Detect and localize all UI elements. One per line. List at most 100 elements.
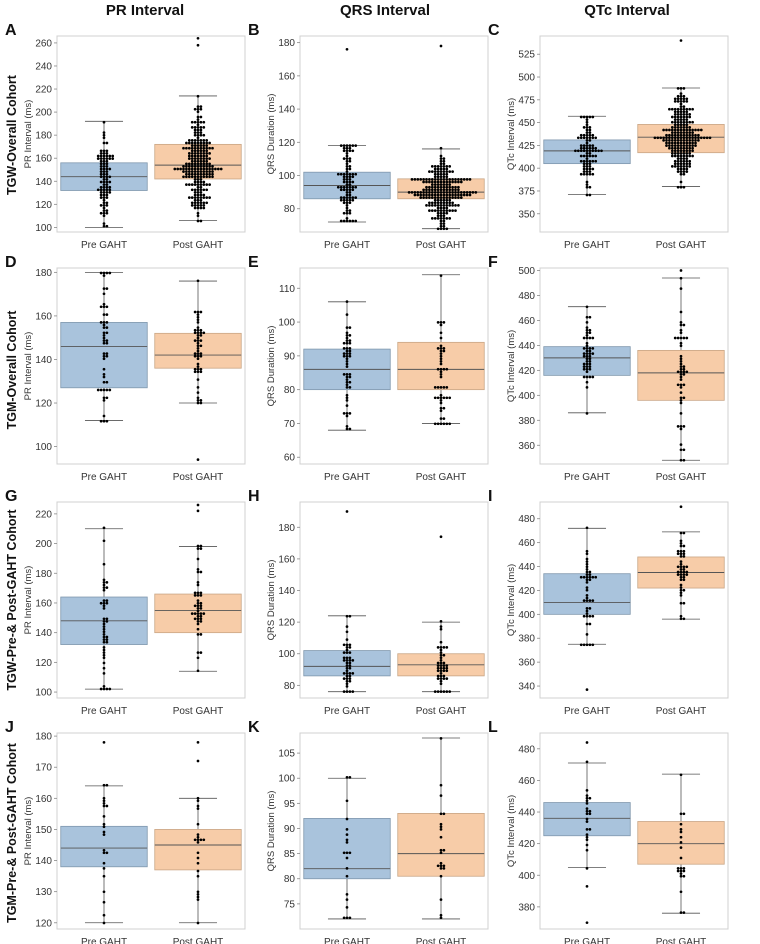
- data-point: [442, 167, 446, 171]
- data-point: [199, 105, 203, 108]
- data-point: [190, 204, 194, 207]
- data-point: [685, 336, 689, 340]
- data-point: [439, 783, 443, 787]
- data-point: [439, 217, 443, 220]
- data-point: [585, 336, 589, 340]
- data-point: [679, 601, 683, 605]
- y-tick-label: 140: [278, 586, 295, 597]
- data-point: [594, 146, 598, 150]
- data-point: [691, 136, 694, 140]
- data-point: [348, 672, 352, 675]
- data-point: [439, 183, 443, 186]
- data-point: [108, 185, 112, 189]
- data-point: [102, 185, 106, 189]
- outlier-point: [679, 505, 683, 509]
- data-point: [342, 180, 346, 184]
- data-point: [585, 643, 589, 647]
- data-point: [196, 357, 200, 361]
- data-point: [439, 666, 443, 670]
- data-point: [585, 612, 589, 615]
- data-point: [585, 365, 589, 368]
- data-point: [419, 178, 423, 181]
- data-point: [196, 568, 200, 571]
- data-point: [345, 341, 349, 345]
- data-point: [425, 180, 428, 184]
- data-point: [196, 165, 200, 168]
- data-point: [439, 651, 443, 654]
- data-point: [679, 375, 683, 379]
- data-point: [685, 565, 689, 569]
- data-point: [102, 222, 106, 225]
- data-point: [105, 209, 109, 212]
- data-point: [199, 188, 203, 192]
- plot-frame: [299, 267, 489, 465]
- data-point: [199, 367, 203, 371]
- data-point: [199, 547, 203, 550]
- y-tick-label: 75: [284, 899, 296, 910]
- data-point: [102, 188, 106, 192]
- data-point: [679, 336, 683, 340]
- data-point: [676, 165, 680, 168]
- data-point: [105, 211, 109, 215]
- data-point: [591, 167, 595, 171]
- data-point: [196, 365, 200, 368]
- data-point: [688, 149, 692, 153]
- data-point: [193, 154, 197, 158]
- data-point: [202, 170, 206, 173]
- data-point: [436, 669, 440, 673]
- data-point: [682, 149, 686, 153]
- data-point: [439, 661, 443, 665]
- data-point: [673, 136, 677, 140]
- data-point: [193, 594, 197, 597]
- y-tick-label: 105: [278, 749, 295, 760]
- data-point: [196, 167, 200, 171]
- data-point: [448, 178, 452, 181]
- data-point: [585, 162, 589, 166]
- data-point: [585, 794, 589, 797]
- data-point: [348, 375, 352, 379]
- y-tick-label: 100: [278, 171, 295, 182]
- data-point: [102, 633, 106, 636]
- data-point: [190, 120, 194, 124]
- data-point: [105, 193, 109, 197]
- data-point: [682, 126, 686, 129]
- data-point: [585, 599, 589, 602]
- data-point: [442, 206, 446, 210]
- y-tick-label: 525: [518, 50, 535, 61]
- data-point: [196, 401, 200, 405]
- data-point: [342, 341, 346, 345]
- data-point: [679, 539, 683, 543]
- data-point: [199, 126, 203, 129]
- data-point: [196, 318, 200, 322]
- data-point: [342, 677, 346, 680]
- data-point: [685, 136, 689, 140]
- y-tick-label: 80: [284, 385, 296, 396]
- data-point: [439, 159, 443, 163]
- data-point: [202, 159, 206, 163]
- data-point: [99, 165, 103, 168]
- data-point: [679, 94, 683, 98]
- data-point: [585, 193, 589, 197]
- data-point: [585, 789, 589, 792]
- data-point: [205, 175, 209, 179]
- data-point: [187, 167, 191, 171]
- outlier-point: [196, 36, 200, 40]
- data-point: [205, 144, 209, 147]
- data-point: [685, 126, 689, 129]
- data-point: [439, 417, 443, 420]
- data-point: [199, 401, 203, 405]
- data-point: [685, 144, 689, 147]
- data-point: [345, 679, 349, 683]
- data-point: [425, 191, 428, 194]
- data-point: [102, 414, 106, 418]
- data-point: [202, 120, 206, 124]
- data-point: [685, 107, 689, 111]
- data-point: [588, 149, 592, 153]
- data-point: [208, 141, 211, 145]
- data-point: [585, 347, 589, 350]
- data-point: [345, 198, 349, 202]
- data-point: [585, 557, 589, 561]
- data-point: [585, 817, 589, 821]
- data-point: [679, 542, 683, 545]
